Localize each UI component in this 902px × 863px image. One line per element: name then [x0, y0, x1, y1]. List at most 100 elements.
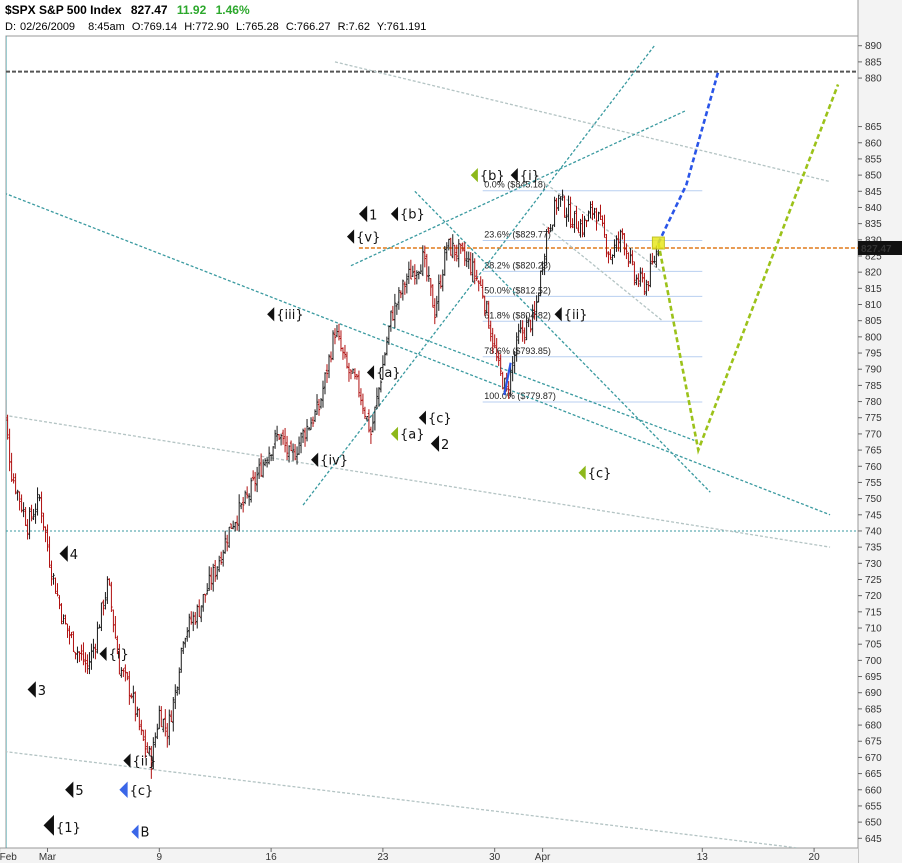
wave-label: {v} [356, 230, 380, 245]
wave-marker-triangle [99, 646, 107, 662]
y-tick-label: 810 [865, 300, 882, 311]
y-tick-label: 770 [865, 429, 882, 440]
wave-label: {1} [56, 821, 81, 836]
y-tick-label: 755 [865, 478, 882, 489]
y-tick-label: 645 [865, 834, 882, 845]
fib-label: 78.6% ($793.85) [484, 346, 551, 356]
y-tick-label: 740 [865, 526, 882, 537]
y-tick-label: 680 [865, 721, 882, 732]
x-tick-label: Feb [0, 852, 17, 863]
x-tick-label: Mar [39, 852, 57, 863]
wave-label: {c} [130, 784, 154, 799]
y-tick-label: 735 [865, 543, 882, 554]
y-tick-label: 885 [865, 57, 882, 68]
wave-marker-triangle [123, 753, 131, 768]
y-tick-label: 840 [865, 203, 882, 214]
date-label: D: [5, 21, 16, 33]
wave-label: {a} [376, 366, 401, 381]
wave-marker-triangle [366, 365, 375, 380]
y-tick-label: 750 [865, 494, 882, 505]
wave-marker-triangle [27, 681, 36, 698]
wave-marker-triangle [554, 307, 562, 322]
wave-marker-triangle [510, 167, 518, 183]
wave-label: {ii} [564, 308, 588, 323]
y-tick-label: 785 [865, 381, 882, 392]
current-price-label: 827.47 [861, 244, 892, 255]
y-tick-label: 690 [865, 688, 882, 699]
x-tick-label: 30 [489, 852, 501, 863]
wave-marker-segment [503, 362, 512, 396]
wave-marker-triangle [470, 167, 478, 183]
y-tick-label: 675 [865, 737, 882, 748]
y-tick-label: 780 [865, 397, 882, 408]
y-tick-label: 665 [865, 769, 882, 780]
symbol-name: $SPX S&P 500 Index [5, 3, 122, 17]
plot-area: 0.0% ($845.18) 23.6% ($829.77) 38.2% ($820… [6, 36, 858, 848]
y-tick-label: 685 [865, 704, 882, 715]
y-tick-label: 830 [865, 235, 882, 246]
trendline [414, 190, 711, 493]
wave-label: {iii} [276, 308, 303, 323]
low-value: 765.28 [245, 21, 279, 33]
trendline [302, 45, 655, 506]
y-tick-label: 670 [865, 753, 882, 764]
trendline [542, 223, 663, 322]
fib-label: 0.0% ($845.18) [484, 180, 546, 190]
wave-marker-triangle [311, 452, 319, 467]
y-tick-label: 700 [865, 656, 882, 667]
change-value: 11.92 [176, 3, 207, 17]
wave-marker-triangle [59, 545, 68, 562]
wave-label: 4 [70, 548, 78, 563]
y-tick-label: 890 [865, 41, 882, 52]
y-tick-label: 655 [865, 801, 882, 812]
y-tick-label: 855 [865, 154, 882, 165]
wave-marker-triangle [119, 781, 128, 799]
wave-marker-triangle [390, 426, 399, 442]
y-tick-label: 860 [865, 138, 882, 149]
wave-label: {b} [400, 208, 425, 223]
close-label: C: [285, 21, 297, 33]
low-label: L: [235, 21, 246, 33]
x-tick-label: 16 [266, 852, 278, 863]
current-price-box [858, 240, 902, 255]
wave-label: {iv} [320, 453, 348, 468]
date-axis [0, 848, 858, 863]
wave-label: {b} [480, 169, 505, 184]
y-tick-label: 720 [865, 591, 882, 602]
y-tick-label: 820 [865, 268, 882, 279]
y-tick-label: 725 [865, 575, 882, 586]
y-tick-label: 705 [865, 640, 882, 651]
y-tick-label: 730 [865, 559, 882, 570]
x-tick-label: 13 [697, 852, 709, 863]
y-label: Y: [376, 21, 387, 33]
range-value: 7.62 [348, 21, 370, 33]
trendline [6, 193, 831, 516]
projection-path [657, 71, 720, 244]
trendline [6, 751, 799, 848]
trendline [350, 109, 687, 267]
y-tick-label: 745 [865, 510, 882, 521]
wave-label: 3 [38, 684, 46, 699]
current-bar-highlight [651, 236, 665, 250]
last-price: 827.47 [130, 3, 168, 17]
wave-label: 1 [369, 208, 377, 223]
open-label: O: [131, 21, 144, 33]
y-tick-label: 825 [865, 251, 882, 262]
y-tick-label: 865 [865, 122, 882, 133]
price-axis [858, 0, 902, 863]
y-tick-label: 850 [865, 171, 882, 182]
date-value: 02/26/2009 [20, 21, 76, 33]
time-value: 8:45am [88, 21, 125, 33]
y-value: 761.191 [386, 21, 427, 33]
wave-label: 5 [75, 784, 83, 799]
wave-label: {ii} [133, 754, 157, 769]
trendline [334, 61, 831, 183]
fib-label: 50.0% ($812.52) [484, 285, 551, 295]
wave-label: {i} [109, 648, 129, 663]
y-tick-label: 710 [865, 624, 882, 635]
chart-title: $SPX S&P 500 Index 827.47 11.92 1.46% [5, 3, 250, 17]
range-label: R: [337, 21, 349, 33]
wave-marker-triangle [418, 410, 426, 425]
wave-label: B [141, 826, 150, 841]
